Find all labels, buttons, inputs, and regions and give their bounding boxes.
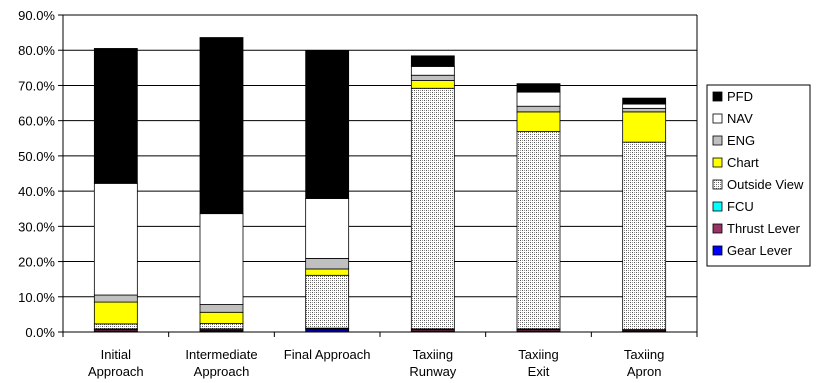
bar-segment [516, 91, 561, 107]
legend-label: FCU [727, 199, 754, 214]
y-tick-label: 0.0% [25, 325, 55, 340]
x-tick-label: Taxiing Apron [624, 347, 664, 379]
bar-segment [305, 50, 350, 199]
bar-segment [93, 301, 138, 325]
y-tick-label: 70.0% [18, 78, 55, 93]
legend-box [706, 84, 811, 267]
y-tick-label: 90.0% [18, 8, 55, 23]
gridlines [63, 14, 697, 333]
bar-segment [410, 80, 455, 89]
legend-swatch [712, 135, 723, 146]
legend-label: Thrust Lever [727, 221, 801, 236]
legend-swatch [712, 113, 723, 124]
bars [93, 37, 667, 333]
bar-segment [622, 141, 667, 330]
y-tick-label: 30.0% [18, 219, 55, 234]
bar-segment [410, 55, 455, 67]
bar-segment [516, 111, 561, 132]
legend-swatch [712, 245, 723, 256]
bar-segment [199, 304, 244, 313]
x-axis-labels: Initial Approach Intermediate Approach Final… [88, 347, 664, 379]
bar-segment [410, 87, 455, 330]
y-tick-label: 50.0% [18, 149, 55, 164]
bar-segment [199, 37, 244, 215]
x-tick-label: Final Approach [284, 347, 371, 362]
legend: PFD NAV ENG Chart Outside View FCU Thrust Leve… [706, 84, 811, 267]
bar-segment [622, 97, 667, 105]
y-axis-ticks: 0.0% 10.0% 20.0% 30.0% 40.0% 50.0% 60.0% 70.0% 8… [18, 8, 63, 340]
bar-segment [199, 311, 244, 324]
y-tick-label: 80.0% [18, 43, 55, 58]
bar-segment [199, 323, 244, 330]
bar-segment [622, 111, 667, 143]
legend-label: ENG [727, 133, 755, 148]
legend-label: Chart [727, 155, 759, 170]
bar-segment [516, 131, 561, 330]
bar-segment [516, 83, 561, 93]
y-tick-label: 20.0% [18, 255, 55, 270]
bar-segment [622, 103, 667, 109]
bar-segment [93, 323, 138, 330]
legend-swatch [712, 179, 723, 190]
bar-segment [305, 257, 350, 270]
y-tick-label: 40.0% [18, 184, 55, 199]
x-tick-label: Taxiing Exit [518, 347, 558, 379]
bar-segment [305, 198, 350, 259]
x-tick-label: Taxiing Runway [409, 347, 456, 379]
bar-segment [410, 66, 455, 76]
legend-swatch [712, 201, 723, 212]
bar-segment [305, 268, 350, 276]
legend-label: PFD [727, 89, 753, 104]
legend-label: Gear Lever [727, 243, 793, 258]
legend-swatch [712, 223, 723, 234]
y-tick-label: 60.0% [18, 114, 55, 129]
bar-segment [93, 182, 138, 296]
x-tick-label: Intermediate Approach [185, 347, 257, 379]
legend-swatch [712, 157, 723, 168]
bar-segment [93, 48, 138, 184]
bar-segment [93, 294, 138, 303]
bar-segment [199, 213, 244, 305]
x-tick-label: Initial Approach [88, 347, 144, 379]
axes [62, 15, 698, 337]
bar-segment [516, 105, 561, 113]
bar-segment [622, 107, 667, 113]
legend-swatch [712, 91, 723, 102]
bar-segment [305, 274, 350, 329]
legend-label: NAV [727, 111, 753, 126]
bar-segment [410, 74, 455, 81]
legend-label: Outside View [727, 177, 804, 192]
y-tick-label: 10.0% [18, 290, 55, 305]
